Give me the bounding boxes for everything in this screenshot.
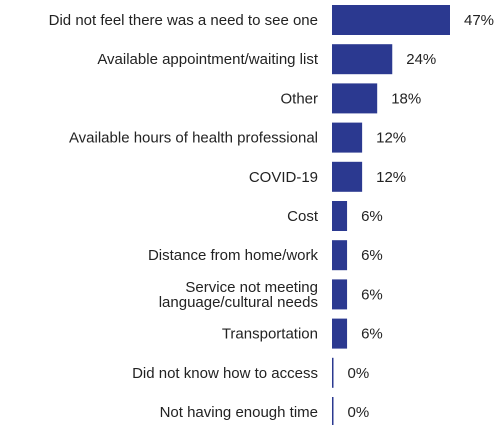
category-label-line: COVID-19 xyxy=(249,169,318,186)
data-label: 6% xyxy=(361,326,383,343)
bar-10 xyxy=(332,397,334,425)
bar-1 xyxy=(332,44,393,75)
category-label-line: Other xyxy=(280,90,318,107)
category-label: Transportation xyxy=(222,326,318,343)
bar-series xyxy=(332,5,450,425)
bar-3 xyxy=(332,122,363,153)
bar-5 xyxy=(332,201,348,231)
data-label: 47% xyxy=(464,12,494,29)
data-label: 6% xyxy=(361,286,383,303)
data-label: 12% xyxy=(376,130,406,147)
category-label-line: Available hours of health professional xyxy=(69,130,318,147)
data-label: 12% xyxy=(376,169,406,186)
category-label-line: Distance from home/work xyxy=(148,247,319,264)
bar-4 xyxy=(332,161,363,192)
category-label: Not having enough time xyxy=(160,404,318,421)
category-label: Cost xyxy=(287,208,319,225)
category-label: Did not know how to access xyxy=(132,365,318,382)
category-label: Available appointment/waiting list xyxy=(97,51,319,68)
category-labels: Did not feel there was a need to see one… xyxy=(49,12,319,421)
category-label-line: Available appointment/waiting list xyxy=(97,51,319,68)
category-label-line: language/cultural needs xyxy=(159,294,318,311)
category-label-line: Did not feel there was a need to see one xyxy=(49,12,318,29)
data-label: 0% xyxy=(348,365,370,382)
category-label: Other xyxy=(280,90,318,107)
bar-8 xyxy=(332,318,348,349)
category-label: Service not meeting language/cultural nee… xyxy=(159,279,318,311)
category-label-line: Did not know how to access xyxy=(132,365,318,382)
bar-9 xyxy=(332,357,334,388)
bar-7 xyxy=(332,279,348,310)
bar-0 xyxy=(332,5,450,35)
value-labels: 47% 24% 18% 12% 12% 6% 6% 6% 6% 0% 0% xyxy=(348,12,495,421)
data-label: 6% xyxy=(361,247,383,264)
data-label: 24% xyxy=(406,51,436,68)
category-label-line: Cost xyxy=(287,208,319,225)
category-label: Distance from home/work xyxy=(148,247,319,264)
category-label-line: Service not meeting xyxy=(185,279,318,296)
bar-6 xyxy=(332,240,348,271)
category-label-line: Transportation xyxy=(222,326,318,343)
category-label: Available hours of health professional xyxy=(69,130,318,147)
data-label: 6% xyxy=(361,208,383,225)
data-label: 18% xyxy=(391,90,421,107)
category-label: COVID-19 xyxy=(249,169,318,186)
category-label-line: Not having enough time xyxy=(160,404,318,421)
data-label: 0% xyxy=(348,404,370,421)
bar-2 xyxy=(332,83,378,114)
category-label: Did not feel there was a need to see one xyxy=(49,12,318,29)
